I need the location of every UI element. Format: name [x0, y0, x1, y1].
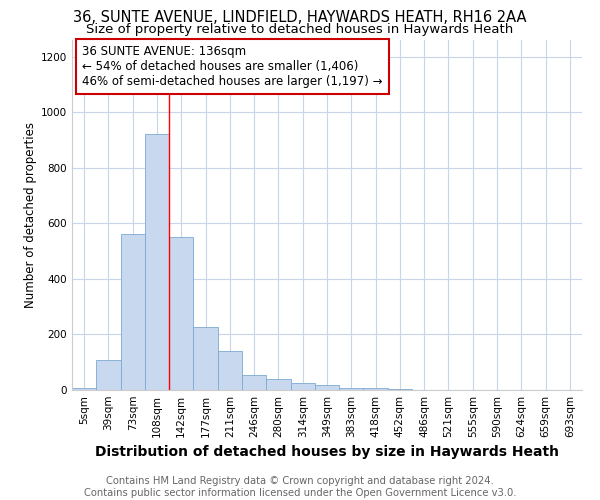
Y-axis label: Number of detached properties: Number of detached properties	[24, 122, 37, 308]
Bar	[72, 388, 96, 390]
Text: Size of property relative to detached houses in Haywards Heath: Size of property relative to detached ho…	[86, 22, 514, 36]
Bar	[96, 360, 121, 390]
Bar	[121, 234, 145, 390]
Bar	[145, 134, 169, 390]
Bar	[315, 385, 339, 390]
Bar	[169, 237, 193, 390]
X-axis label: Distribution of detached houses by size in Haywards Heath: Distribution of detached houses by size …	[95, 446, 559, 460]
Text: 36, SUNTE AVENUE, LINDFIELD, HAYWARDS HEATH, RH16 2AA: 36, SUNTE AVENUE, LINDFIELD, HAYWARDS HE…	[73, 10, 527, 25]
Bar	[339, 388, 364, 390]
Bar	[218, 351, 242, 390]
Bar	[266, 379, 290, 390]
Text: Contains HM Land Registry data © Crown copyright and database right 2024.
Contai: Contains HM Land Registry data © Crown c…	[84, 476, 516, 498]
Bar	[242, 374, 266, 390]
Bar	[364, 388, 388, 390]
Text: 36 SUNTE AVENUE: 136sqm
← 54% of detached houses are smaller (1,406)
46% of semi: 36 SUNTE AVENUE: 136sqm ← 54% of detache…	[82, 46, 383, 88]
Bar	[290, 383, 315, 390]
Bar	[193, 326, 218, 390]
